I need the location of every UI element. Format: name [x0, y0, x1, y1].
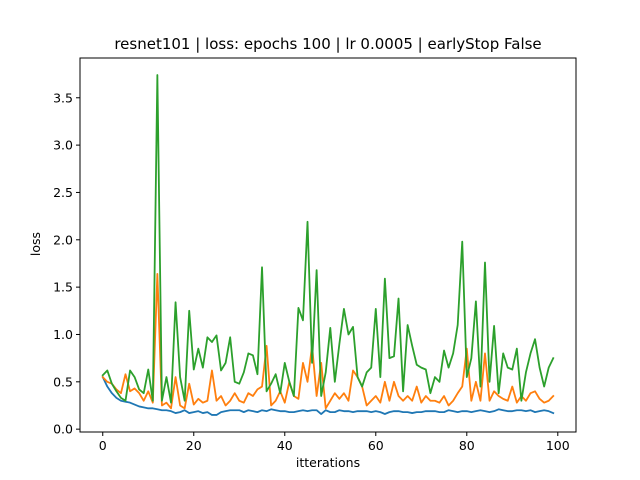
x-axis-label: itterations — [296, 455, 360, 470]
axes-frame — [79, 57, 577, 433]
y-tick-label: 1.5 — [53, 280, 73, 295]
x-tick-label: 20 — [186, 438, 202, 453]
x-tick-label: 0 — [99, 438, 107, 453]
y-tick-label: 2.5 — [53, 185, 73, 200]
y-tick-label: 0.5 — [53, 374, 73, 389]
series-line-1 — [101, 375, 555, 416]
axes-layer: 0 20 40 60 80 100 0.0 0.5 1.0 1.5 2.0 2.5 3.0 3.5 — [53, 57, 577, 453]
x-tick-label: 40 — [277, 438, 293, 453]
plot-background — [80, 58, 576, 432]
series-line-3 — [101, 74, 555, 404]
y-tick-label: 2.0 — [53, 232, 73, 247]
x-tick-label: 60 — [368, 438, 384, 453]
y-tick-label: 1.0 — [53, 327, 73, 342]
y-tick-label: 3.5 — [53, 90, 73, 105]
x-tick-label: 100 — [546, 438, 570, 453]
y-axis-label: loss — [28, 232, 43, 256]
x-tick-label: 80 — [459, 438, 475, 453]
series-layer — [101, 74, 555, 416]
series-line-2 — [101, 272, 555, 410]
y-tick-label: 0.0 — [53, 422, 73, 437]
chart-title: resnet101 | loss: epochs 100 | lr 0.0005… — [114, 35, 541, 53]
plot-area — [80, 58, 576, 432]
y-tick-label: 3.0 — [53, 138, 73, 153]
